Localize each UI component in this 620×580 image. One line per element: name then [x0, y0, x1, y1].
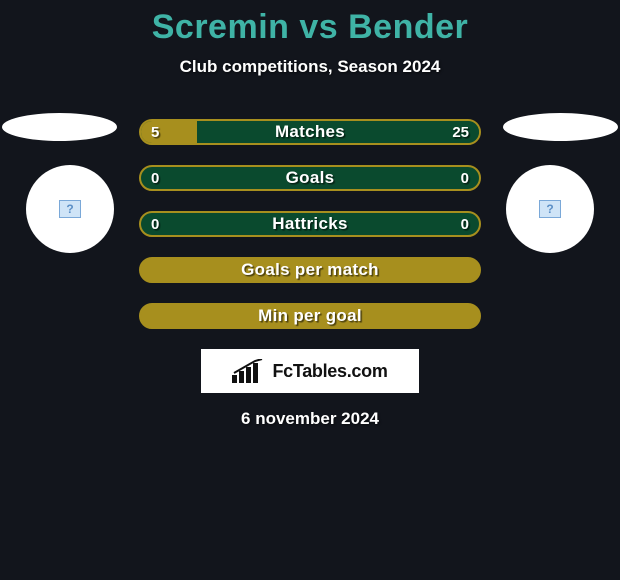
stat-value-right: 0: [461, 167, 469, 189]
arena: ? ? 5 Matches 25 0 Goals 0: [0, 119, 620, 329]
player-avatar-left: ?: [26, 165, 114, 253]
brand-bars-icon: [232, 359, 266, 383]
stat-row: Min per goal: [139, 303, 481, 329]
placeholder-icon: ?: [539, 200, 561, 218]
placeholder-icon: ?: [59, 200, 81, 218]
stat-row: 0 Hattricks 0: [139, 211, 481, 237]
stat-label: Goals: [141, 167, 479, 189]
stat-value-right: 25: [452, 121, 469, 143]
player-avatar-right: ?: [506, 165, 594, 253]
page-subtitle: Club competitions, Season 2024: [0, 57, 620, 77]
stat-label: Matches: [141, 121, 479, 143]
stat-row: 0 Goals 0: [139, 165, 481, 191]
footer-date: 6 november 2024: [0, 409, 620, 429]
stat-row: Goals per match: [139, 257, 481, 283]
brand-text: FcTables.com: [272, 361, 387, 382]
stat-row: 5 Matches 25: [139, 119, 481, 145]
stat-label: Goals per match: [141, 259, 479, 281]
comparison-infographic: Scremin vs Bender Club competitions, Sea…: [0, 0, 620, 580]
brand-badge: FcTables.com: [201, 349, 419, 393]
stat-label: Hattricks: [141, 213, 479, 235]
flag-right: [503, 113, 618, 141]
stat-value-right: 0: [461, 213, 469, 235]
stat-bars: 5 Matches 25 0 Goals 0 0 Hattricks 0: [139, 119, 481, 329]
flag-left: [2, 113, 117, 141]
stat-label: Min per goal: [141, 305, 479, 327]
page-title: Scremin vs Bender: [0, 0, 620, 47]
